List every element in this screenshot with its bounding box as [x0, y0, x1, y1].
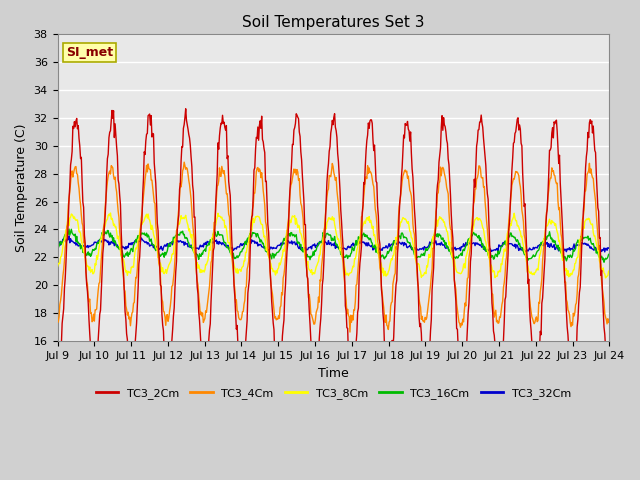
Y-axis label: Soil Temperature (C): Soil Temperature (C): [15, 123, 28, 252]
Legend: TC3_2Cm, TC3_4Cm, TC3_8Cm, TC3_16Cm, TC3_32Cm: TC3_2Cm, TC3_4Cm, TC3_8Cm, TC3_16Cm, TC3…: [92, 384, 575, 403]
Text: SI_met: SI_met: [66, 46, 113, 59]
X-axis label: Time: Time: [318, 367, 349, 380]
Title: Soil Temperatures Set 3: Soil Temperatures Set 3: [242, 15, 425, 30]
